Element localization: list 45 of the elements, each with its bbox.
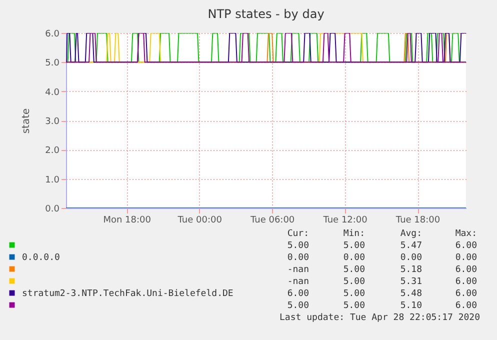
text: 5.10 xyxy=(400,301,422,311)
text: -nan xyxy=(287,265,309,275)
text: 5.00 xyxy=(287,301,309,311)
text: 6.00 xyxy=(455,277,477,287)
text: 5.00 xyxy=(343,241,365,251)
text: 0.00 xyxy=(343,253,365,263)
text: 0.00 xyxy=(287,253,309,263)
text: 5.00 xyxy=(343,289,365,299)
text: 6.00 xyxy=(455,301,477,311)
text: 5.00 xyxy=(287,241,309,251)
text: 5.00 xyxy=(343,265,365,275)
text: 5.47 xyxy=(400,241,422,251)
text: Min: xyxy=(343,229,365,239)
x-tick-label: Tue 06:00 xyxy=(249,216,295,226)
text: 5.00 xyxy=(343,301,365,311)
text: 6.00 xyxy=(455,265,477,275)
y-tick-label: 2.0 xyxy=(45,146,60,156)
x-tick-label: Tue 00:00 xyxy=(176,216,222,226)
text: Cur: xyxy=(287,229,309,239)
text: 5.31 xyxy=(400,277,422,287)
text: Last update: Tue Apr 28 22:05:17 2020 xyxy=(280,313,480,323)
text: 6.00 xyxy=(455,289,477,299)
text: 0.00 xyxy=(455,253,477,263)
x-tick-label: Mon 18:00 xyxy=(103,216,152,226)
y-tick-label: 4.0 xyxy=(45,88,60,98)
y-tick-label: 5.0 xyxy=(45,58,60,69)
text: 5.48 xyxy=(400,289,422,299)
y-tick-label: 6.0 xyxy=(45,30,60,40)
text: 6.00 xyxy=(455,241,477,251)
legend-label: stratum2-3.NTP.TechFak.Uni-Bielefeld.DE xyxy=(22,289,234,299)
text: 6.00 xyxy=(287,289,309,299)
legend-label: 0.0.0.0 xyxy=(22,253,60,263)
text: 5.18 xyxy=(400,265,422,275)
chart-title: NTP states - by day xyxy=(208,7,324,21)
text: 5.00 xyxy=(343,277,365,287)
text: Max: xyxy=(455,229,477,239)
x-tick-label: Tue 12:00 xyxy=(322,216,368,226)
text: 0.00 xyxy=(400,253,422,263)
y-axis-title: state xyxy=(21,108,32,134)
text: -nan xyxy=(287,277,309,287)
y-tick-label: 1.0 xyxy=(45,175,60,186)
x-tick-label: Tue 18:00 xyxy=(394,216,440,226)
y-tick-label: 0.0 xyxy=(45,204,60,214)
text: Avg: xyxy=(400,229,422,239)
y-tick-label: 3.0 xyxy=(45,117,60,127)
